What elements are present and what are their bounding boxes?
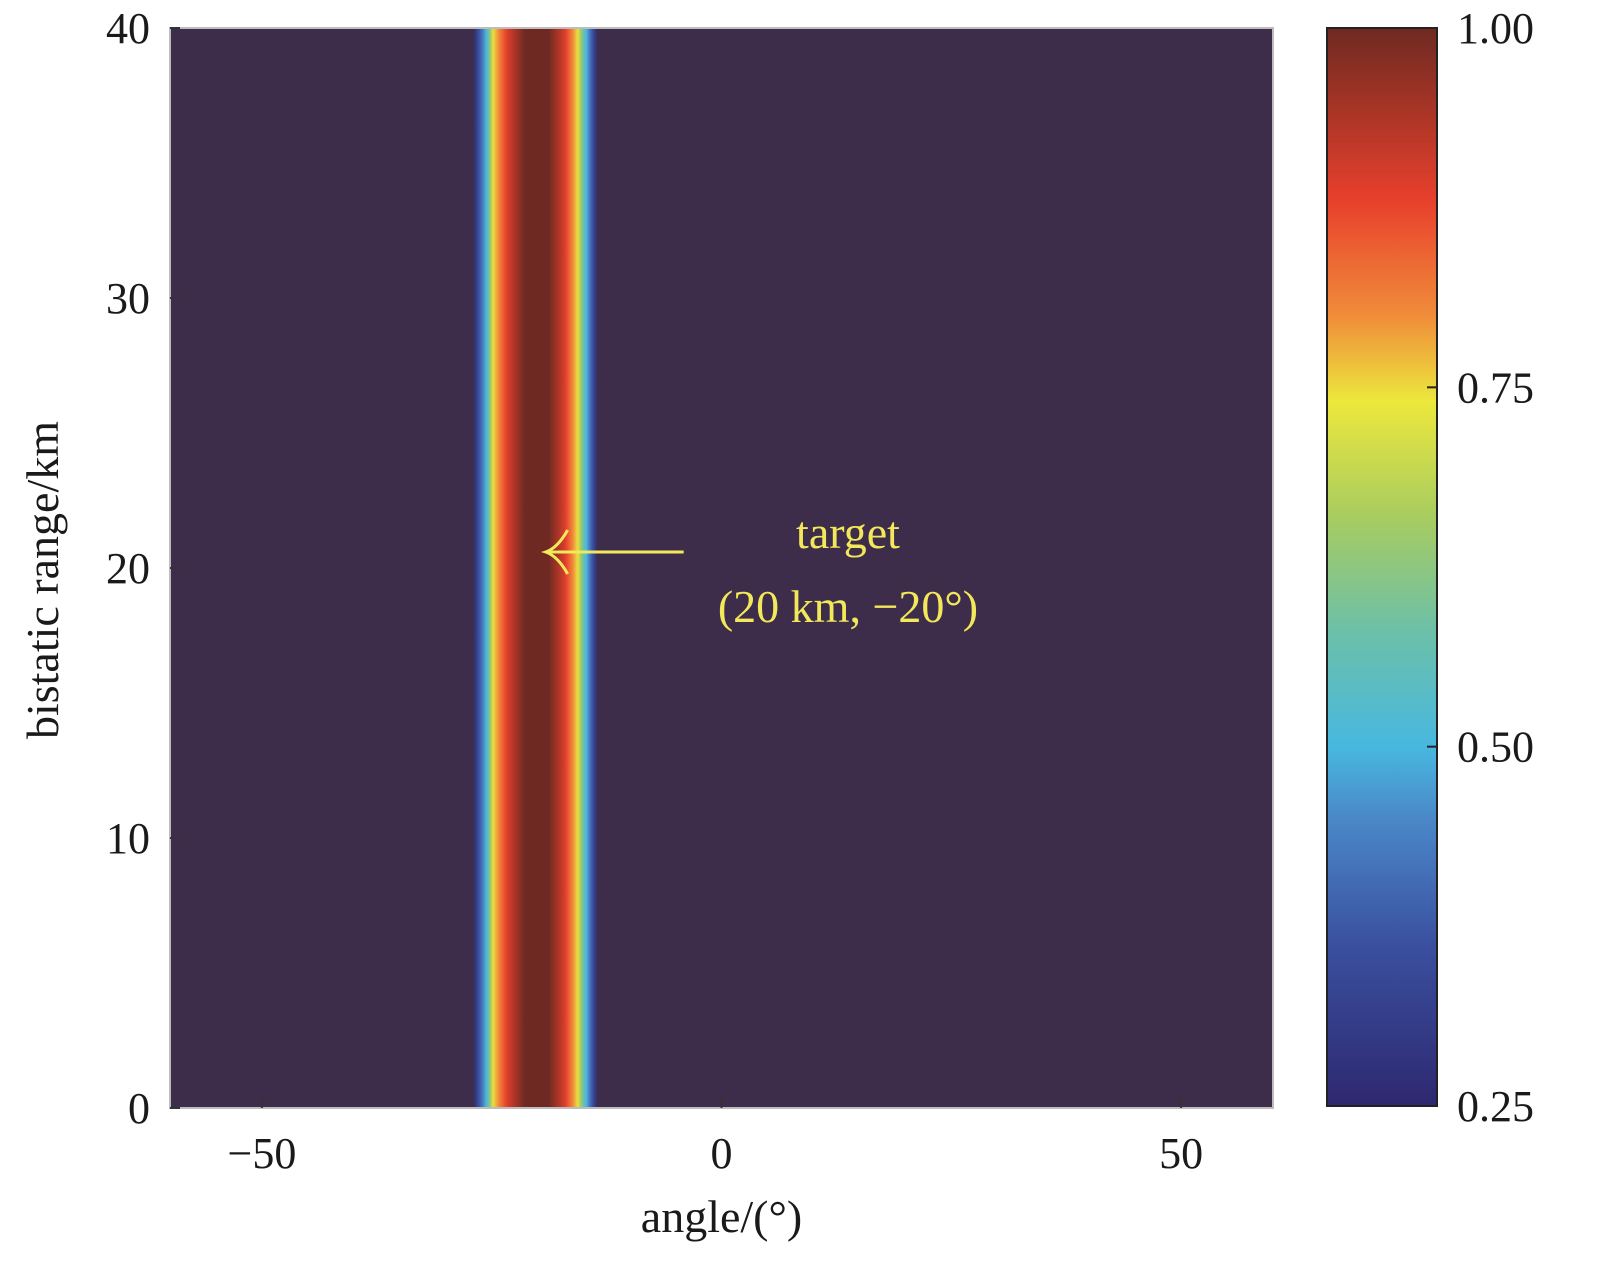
x-tick-label: −50 <box>228 1129 297 1178</box>
colorbar-tick-label: 0.50 <box>1457 723 1534 772</box>
y-tick-label: 10 <box>106 814 150 863</box>
plot-area <box>169 27 1274 1109</box>
heatmap-background <box>170 28 1273 1108</box>
target-coordinates-label: (20 km, −20°) <box>718 581 978 632</box>
target-label: target <box>796 507 900 558</box>
target-arrow <box>540 529 684 575</box>
colorbar: 0.25 0.50 0.75 1.00 <box>1326 4 1534 1131</box>
x-tick-label: 50 <box>1159 1129 1203 1178</box>
y-tick-label: 20 <box>106 544 150 593</box>
y-tick-label: 0 <box>128 1084 150 1133</box>
x-axis: −50 0 50 <box>228 1098 1203 1178</box>
colorbar-ticks: 0.25 0.50 0.75 1.00 <box>1427 4 1534 1131</box>
colorbar-tick-label: 1.00 <box>1457 4 1534 53</box>
x-tick-label: 0 <box>711 1129 733 1178</box>
colorbar-frame <box>1326 27 1438 1107</box>
colorbar-tick-label: 0.25 <box>1457 1082 1534 1131</box>
target-response-band <box>473 28 598 1108</box>
colorbar-tick-label: 0.75 <box>1457 363 1534 412</box>
colorbar-gradient <box>1327 28 1437 1106</box>
y-axis: 0 10 20 30 40 <box>106 4 180 1133</box>
x-axis-label: angle/(°) <box>641 1191 802 1242</box>
y-axis-label: bistatic range/km <box>17 421 68 739</box>
y-tick-label: 40 <box>106 4 150 53</box>
target-annotation: target (20 km, −20°) <box>540 507 978 632</box>
y-tick-label: 30 <box>106 274 150 323</box>
